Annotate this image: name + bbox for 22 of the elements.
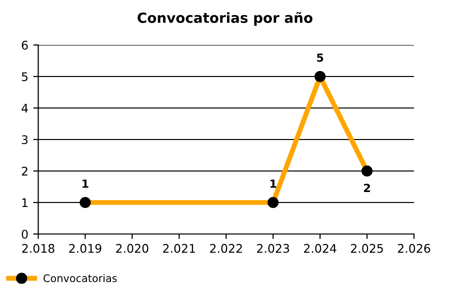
data-label: 2 (364, 184, 370, 192)
data-label: 1 (270, 180, 276, 188)
x-tick-label: 2.026 (398, 244, 430, 253)
x-tick-label: 2.021 (163, 244, 195, 253)
data-label: 5 (317, 54, 324, 62)
x-tick-label: 2.023 (257, 244, 290, 253)
y-tick-label: 1 (22, 198, 28, 207)
y-tick-label: 4 (22, 104, 28, 112)
x-tick-label: 2.019 (69, 244, 102, 253)
legend-label: Convocatorias (44, 274, 117, 282)
x-tick-label: 2.022 (210, 244, 242, 253)
x-tick-label: 2.025 (351, 244, 383, 253)
x-tick-label: 2.020 (116, 244, 148, 253)
y-tick-label: 2 (22, 166, 28, 176)
data-label: 1 (82, 180, 88, 188)
chart-title: Convocatorias por año (138, 12, 312, 26)
y-tick-label: 3 (22, 135, 28, 144)
y-tick-label: 0 (22, 230, 28, 239)
y-tick-label: 6 (22, 40, 28, 50)
x-tick-label: 2.018 (22, 244, 54, 253)
y-tick-label: 5 (22, 72, 28, 82)
x-tick-label: 2.024 (304, 244, 336, 253)
